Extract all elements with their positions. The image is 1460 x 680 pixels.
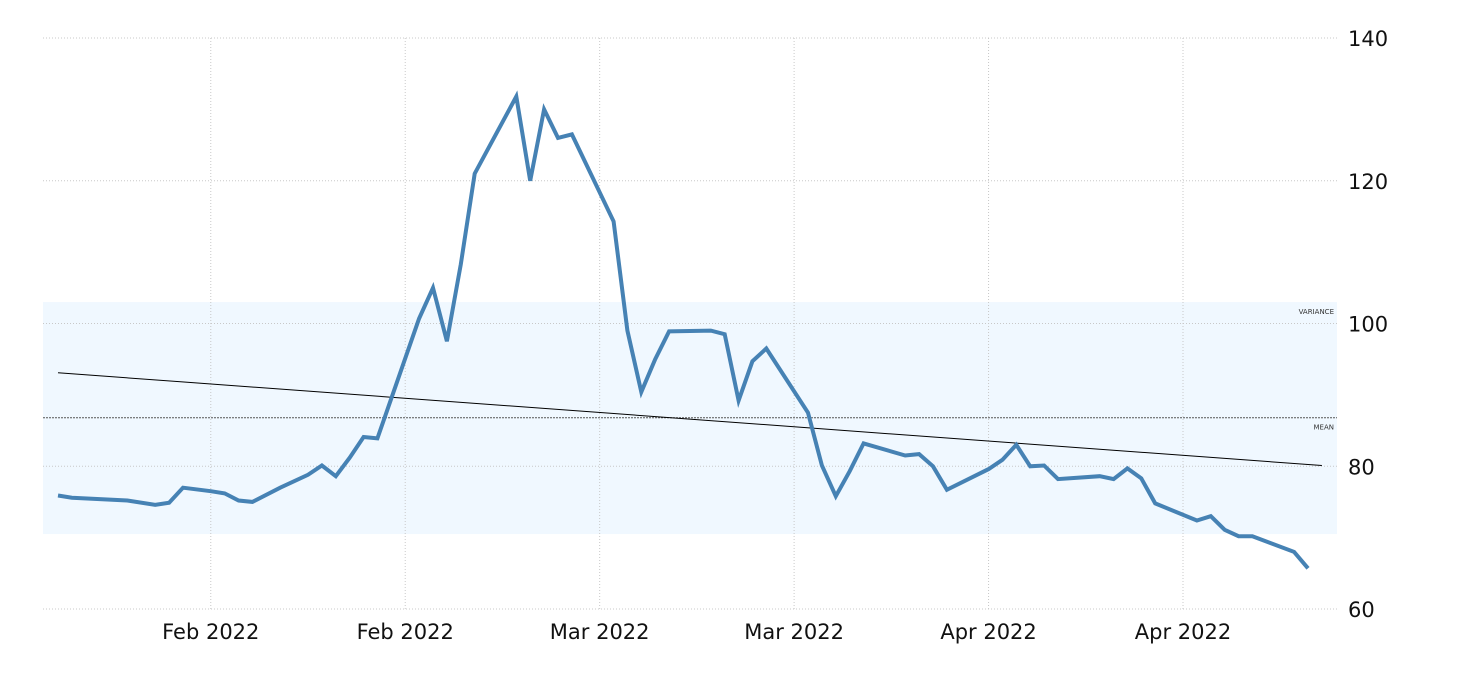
x-tick-label: Mar 2022 [550,620,650,644]
y-tick-label: 140 [1348,27,1388,51]
x-tick-label: Feb 2022 [357,620,454,644]
mean-label: MEAN [1314,424,1335,432]
x-tick-label: Feb 2022 [162,620,259,644]
trend-line [57,372,1322,467]
x-tick-label: Apr 2022 [1135,620,1231,644]
variance-label: VARIANCE [1299,308,1334,316]
y-tick-label: 60 [1348,598,1375,622]
x-tick-label: Mar 2022 [744,620,844,644]
y-tick-label: 100 [1348,313,1388,337]
series-line [57,90,1310,570]
y-tick-label: 80 [1348,455,1375,479]
y-tick-label: 120 [1348,170,1388,194]
x-tick-label: Apr 2022 [940,620,1036,644]
